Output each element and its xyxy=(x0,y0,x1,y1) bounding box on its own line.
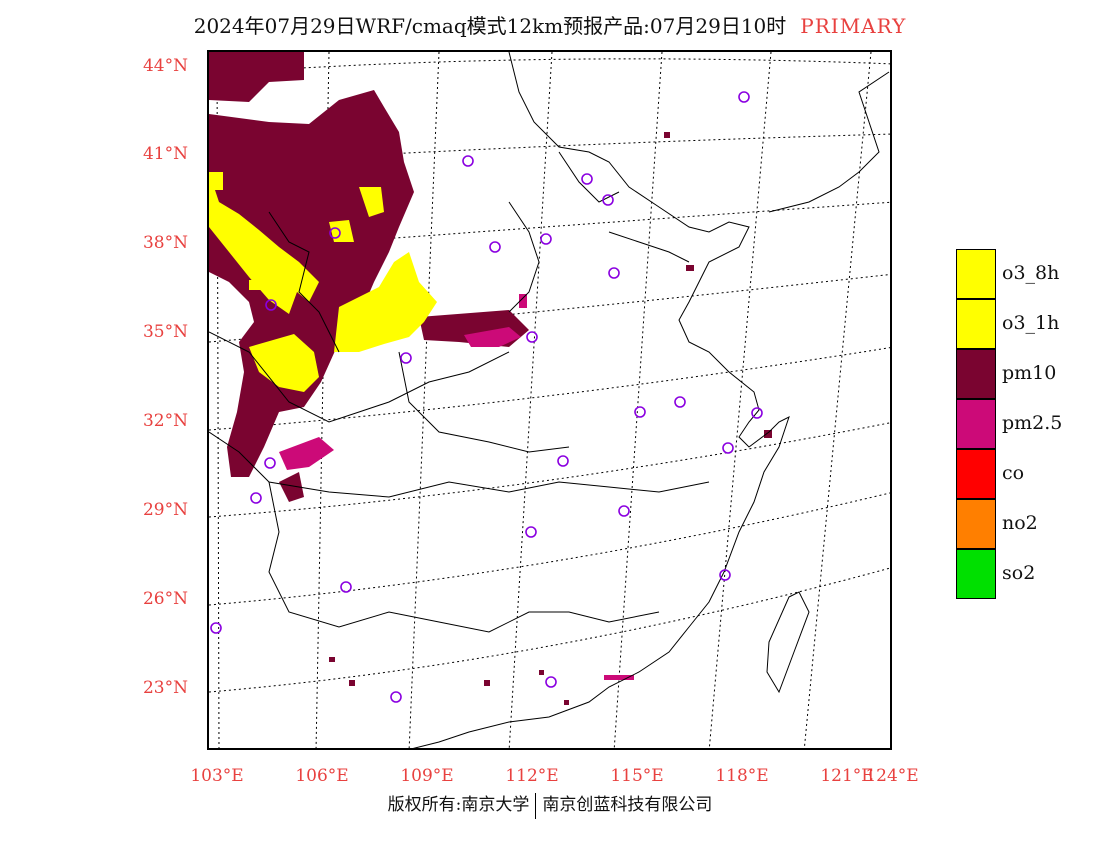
station-marker xyxy=(751,407,763,419)
station-marker xyxy=(390,691,402,703)
legend-swatch-no2 xyxy=(956,499,996,549)
station-marker xyxy=(674,396,686,408)
legend-label-co: co xyxy=(1002,462,1025,484)
station-marker xyxy=(462,155,474,167)
lat-label-29: 29°N xyxy=(142,500,188,520)
o3-area xyxy=(209,172,437,392)
station-marker xyxy=(545,676,557,688)
lon-label-115: 115°E xyxy=(610,766,664,786)
legend-label-o3-1h: o3_1h xyxy=(1002,312,1060,334)
station-marker xyxy=(489,241,501,253)
lon-label-109: 109°E xyxy=(400,766,454,786)
station-marker xyxy=(540,233,552,245)
map-canvas xyxy=(209,52,890,748)
title-text: 2024年07月29日WRF/cmaq模式12km预报产品:07月29日10时 xyxy=(193,14,787,38)
lon-label-118: 118°E xyxy=(715,766,769,786)
station-layer xyxy=(210,91,763,703)
legend-label-so2: so2 xyxy=(1002,562,1036,584)
station-marker xyxy=(526,331,538,343)
station-marker xyxy=(525,526,537,538)
station-marker xyxy=(634,406,646,418)
lat-label-41: 41°N xyxy=(142,144,188,164)
legend-swatch-o3-8h xyxy=(956,249,996,299)
lat-label-23: 23°N xyxy=(142,678,188,698)
footer-right: 南京创蓝科技有限公司 xyxy=(542,795,713,815)
station-marker xyxy=(738,91,750,103)
station-marker xyxy=(340,581,352,593)
station-marker xyxy=(581,173,593,185)
station-marker xyxy=(210,622,222,634)
legend-swatch-pm25 xyxy=(956,399,996,449)
legend-label-no2: no2 xyxy=(1002,512,1038,534)
lon-label-124: 124°E xyxy=(865,766,919,786)
legend-swatch-o3-1h xyxy=(956,299,996,349)
station-marker xyxy=(608,267,620,279)
lon-label-112: 112°E xyxy=(505,766,559,786)
station-marker xyxy=(719,569,731,581)
lon-label-103: 103°E xyxy=(190,766,244,786)
station-marker xyxy=(265,299,277,311)
station-marker xyxy=(264,457,276,469)
legend-swatch-co xyxy=(956,449,996,499)
station-marker xyxy=(722,442,734,454)
lat-label-26: 26°N xyxy=(142,589,188,609)
legend-label-o3-8h: o3_8h xyxy=(1002,262,1060,284)
copyright-footer: 版权所有:南京大学 南京创蓝科技有限公司 xyxy=(0,790,1100,819)
lat-label-32: 32°N xyxy=(142,411,188,431)
pm25-area xyxy=(279,294,634,680)
legend-label-pm10: pm10 xyxy=(1002,362,1057,384)
lat-label-35: 35°N xyxy=(142,322,188,342)
map-panel[interactable] xyxy=(207,50,892,750)
legend-swatch-pm10 xyxy=(956,349,996,399)
lat-label-38: 38°N xyxy=(142,233,188,253)
lat-label-44: 44°N xyxy=(142,56,188,76)
station-marker xyxy=(618,505,630,517)
station-marker xyxy=(250,492,262,504)
map-title: 2024年07月29日WRF/cmaq模式12km预报产品:07月29日10时 P… xyxy=(0,10,1100,39)
station-marker xyxy=(557,455,569,467)
station-marker xyxy=(602,194,614,206)
primary-tag: PRIMARY xyxy=(800,14,907,38)
station-marker xyxy=(400,352,412,364)
footer-divider xyxy=(535,792,537,819)
footer-left: 版权所有:南京大学 xyxy=(387,795,530,815)
lon-label-106: 106°E xyxy=(295,766,349,786)
legend-label-pm25: pm2.5 xyxy=(1002,412,1063,434)
legend-swatch-so2 xyxy=(956,549,996,599)
lon-label-121: 121°E xyxy=(820,766,874,786)
station-marker xyxy=(329,227,341,239)
